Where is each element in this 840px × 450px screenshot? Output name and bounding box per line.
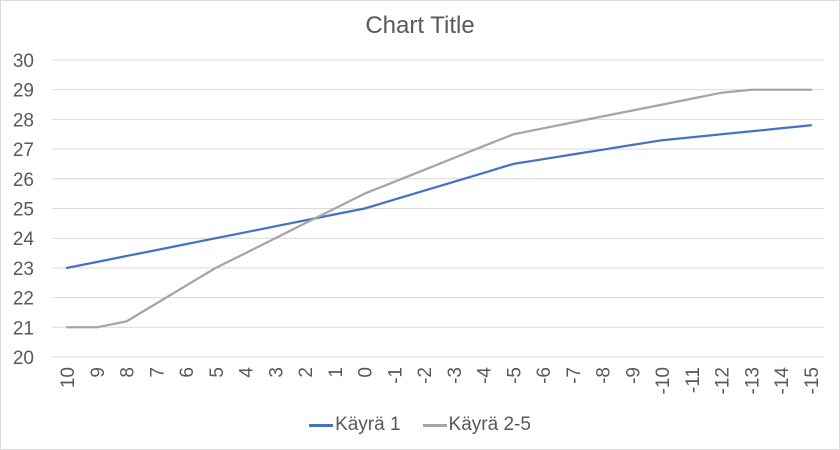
x-axis-tick-label: 8 (118, 367, 139, 378)
x-axis-tick-label: -2 (415, 367, 436, 384)
legend-swatch-kayra-2-5 (422, 423, 447, 427)
x-axis-tick-label: -10 (653, 367, 674, 394)
y-axis-tick-label: 25 (13, 200, 34, 221)
x-axis-tick-label: 0 (356, 367, 377, 378)
x-axis-tick-label: -12 (713, 367, 734, 394)
chart-title: Chart Title (365, 12, 475, 39)
y-axis-tick-label: 21 (13, 318, 34, 339)
series-line-kayra-1 (65, 124, 813, 270)
x-axis-tick-label: -11 (683, 367, 704, 393)
x-axis-tick-label: -6 (534, 367, 555, 384)
x-axis-tick-label: -13 (742, 367, 763, 394)
y-axis-tick-label: 26 (13, 170, 34, 191)
x-axis-tick-label: 7 (147, 367, 168, 378)
x-axis-tick-label: 1 (326, 367, 347, 378)
x-axis-tick-label: 10 (58, 367, 79, 388)
y-axis-tick-label: 28 (13, 110, 34, 131)
x-axis-tick-label: -4 (475, 367, 496, 384)
x-axis-tick-label: -15 (802, 367, 823, 394)
legend-label: Käyrä 1 (335, 414, 401, 435)
chart-legend: Käyrä 1 Käyrä 2-5 (0, 414, 840, 436)
series-line-kayra-2-5 (65, 88, 813, 329)
x-axis-tick-label: -5 (504, 367, 525, 384)
x-axis-tick-label: 4 (237, 367, 258, 378)
x-axis-tick-label: -7 (564, 367, 585, 384)
legend-item-kayra-1[interactable]: Käyrä 1 (309, 414, 401, 436)
legend-swatch-kayra-1 (309, 423, 334, 427)
y-axis-tick-label: 22 (13, 289, 34, 310)
x-axis-tick-label: -14 (772, 367, 793, 395)
y-axis-tick-label: 20 (13, 348, 34, 369)
y-axis-tick-label: 29 (13, 81, 34, 102)
y-axis-tick-label: 24 (13, 229, 35, 250)
y-axis-tick-label: 30 (13, 51, 34, 72)
x-axis-tick-label: 5 (207, 367, 228, 378)
y-axis-tick-label: 27 (13, 140, 34, 161)
x-axis-tick-label: 2 (296, 367, 317, 378)
y-axis-tick-label: 23 (13, 259, 34, 280)
legend-label: Käyrä 2-5 (448, 414, 531, 435)
x-axis-tick-label: -3 (445, 367, 466, 384)
legend-item-kayra-2-5[interactable]: Käyrä 2-5 (422, 414, 531, 436)
x-axis-tick-label: -8 (594, 367, 615, 384)
x-axis-tick-label: 9 (88, 367, 109, 378)
x-axis-tick-label: -1 (385, 367, 406, 384)
x-axis-tick-label: 6 (177, 367, 198, 378)
x-axis-tick-label: -9 (623, 367, 644, 384)
x-axis-tick-label: 3 (266, 367, 287, 378)
